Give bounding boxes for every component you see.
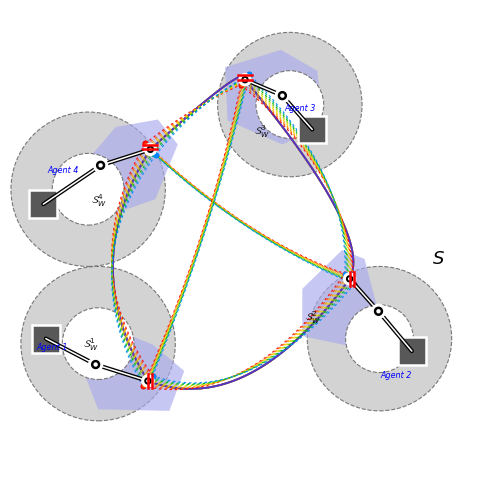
Circle shape xyxy=(372,304,386,318)
Circle shape xyxy=(239,74,251,86)
Circle shape xyxy=(94,158,108,172)
Circle shape xyxy=(145,378,151,384)
FancyBboxPatch shape xyxy=(32,325,60,353)
FancyBboxPatch shape xyxy=(398,337,426,365)
Circle shape xyxy=(256,71,324,138)
Text: Agent 1: Agent 1 xyxy=(37,343,68,352)
Circle shape xyxy=(94,363,97,366)
Polygon shape xyxy=(302,250,380,348)
Circle shape xyxy=(147,380,149,382)
Circle shape xyxy=(244,79,246,81)
Circle shape xyxy=(21,266,176,421)
Circle shape xyxy=(278,92,286,100)
Polygon shape xyxy=(88,120,178,219)
Circle shape xyxy=(308,266,452,411)
Circle shape xyxy=(348,278,350,280)
Polygon shape xyxy=(225,50,324,144)
Text: $\mathit{S}$: $\mathit{S}$ xyxy=(432,250,444,268)
Text: Agent 3: Agent 3 xyxy=(285,104,316,113)
Circle shape xyxy=(92,361,100,369)
Circle shape xyxy=(150,148,152,150)
Circle shape xyxy=(99,164,102,167)
Circle shape xyxy=(346,305,414,373)
Circle shape xyxy=(276,89,289,103)
FancyBboxPatch shape xyxy=(30,190,58,218)
Circle shape xyxy=(62,308,134,379)
Circle shape xyxy=(346,276,352,282)
Circle shape xyxy=(218,32,362,177)
Circle shape xyxy=(52,153,124,225)
Polygon shape xyxy=(74,319,184,411)
Circle shape xyxy=(88,358,102,372)
Circle shape xyxy=(374,307,382,315)
Circle shape xyxy=(377,310,380,313)
Circle shape xyxy=(144,143,156,155)
Circle shape xyxy=(96,161,104,169)
Text: $\mathcal{S}^4_W$: $\mathcal{S}^4_W$ xyxy=(90,192,106,209)
Text: $\mathcal{S}^1_W$: $\mathcal{S}^1_W$ xyxy=(83,336,99,353)
Text: Agent 4: Agent 4 xyxy=(48,166,78,175)
FancyBboxPatch shape xyxy=(298,116,326,143)
Circle shape xyxy=(142,375,154,387)
Circle shape xyxy=(242,77,248,83)
Text: $\mathcal{S}^2_W$: $\mathcal{S}^2_W$ xyxy=(305,309,321,326)
Circle shape xyxy=(344,273,355,285)
Circle shape xyxy=(281,94,284,97)
Circle shape xyxy=(11,112,166,266)
Text: $\mathcal{S}^3_W$: $\mathcal{S}^3_W$ xyxy=(254,124,270,140)
Circle shape xyxy=(148,146,154,152)
Text: Agent 2: Agent 2 xyxy=(380,372,412,380)
